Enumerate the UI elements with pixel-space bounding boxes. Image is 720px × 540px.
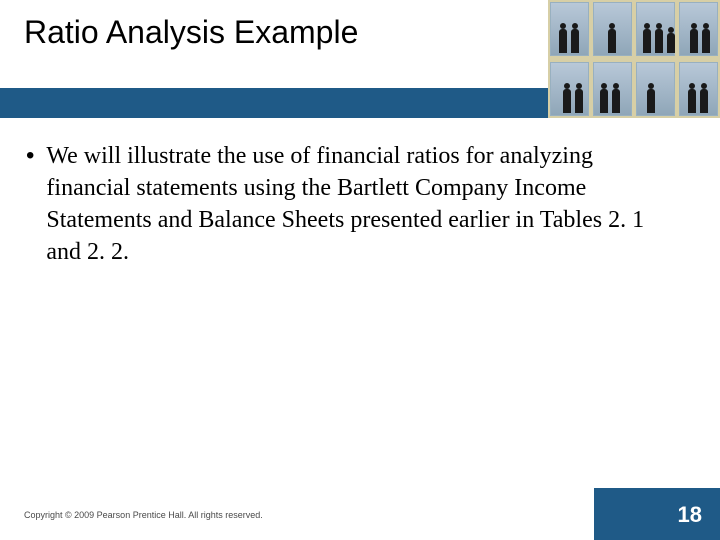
header-region: Ratio Analysis Example [0, 0, 720, 118]
bullet-text: We will illustrate the use of financial … [46, 140, 666, 268]
page-number: 18 [678, 502, 702, 528]
bullet-marker: • [26, 140, 34, 172]
body-region: • We will illustrate the use of financia… [26, 140, 694, 268]
slide-title: Ratio Analysis Example [24, 14, 358, 51]
copyright-text: Copyright © 2009 Pearson Prentice Hall. … [24, 510, 263, 520]
header-decorative-image [548, 0, 720, 118]
bullet-item: • We will illustrate the use of financia… [26, 140, 694, 268]
header-accent-bar [0, 88, 548, 118]
